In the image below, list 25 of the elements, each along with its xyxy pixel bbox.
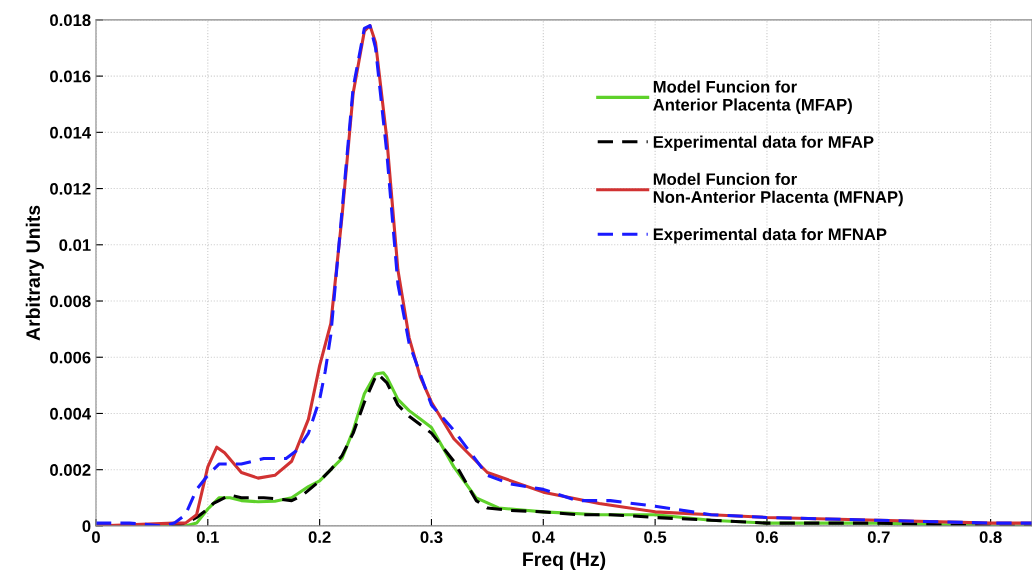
y-tick-label: 0.012 (50, 182, 91, 195)
legend-label: Model Funcion for Non-Anterior Placenta (MFNAP) (653, 172, 903, 207)
legend-label: Model Funcion for Anterior Placenta (MFAP) (653, 80, 852, 114)
x-tick-label: 0 (92, 531, 100, 544)
y-tick-label: 0 (82, 520, 91, 533)
x-axis-title: Freq (Hz) (523, 551, 606, 570)
y-tick-label: 0.004 (50, 407, 92, 420)
x-tick-label: 0.5 (644, 531, 667, 544)
y-tick-label: 0.002 (50, 464, 91, 476)
y-tick-label: 0.016 (50, 70, 91, 83)
y-axis-title: Arbitrary Units (25, 205, 44, 341)
x-tick-label: 0.3 (420, 531, 443, 544)
y-tick-label: 0.01 (59, 239, 91, 251)
x-tick-label: 0.6 (756, 531, 778, 544)
y-tick-label: 0.018 (50, 14, 91, 27)
x-tick-label: 0.8 (979, 531, 1002, 544)
x-tick-label: 0.7 (867, 531, 890, 544)
y-tick-label: 0.006 (50, 351, 91, 364)
legend-label: Experimental data for MFNAP (653, 227, 887, 244)
y-tick-label: 0.008 (50, 295, 91, 308)
x-tick-label: 0.2 (308, 531, 331, 544)
x-tick-label: 0.1 (196, 531, 219, 544)
x-tick-label: 0.4 (532, 531, 555, 544)
legend-label: Experimental data for MFAP (653, 135, 874, 152)
y-tick-label: 0.014 (50, 126, 92, 139)
